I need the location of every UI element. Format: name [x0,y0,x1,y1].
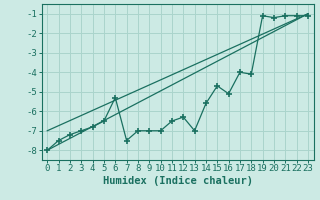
X-axis label: Humidex (Indice chaleur): Humidex (Indice chaleur) [103,176,252,186]
